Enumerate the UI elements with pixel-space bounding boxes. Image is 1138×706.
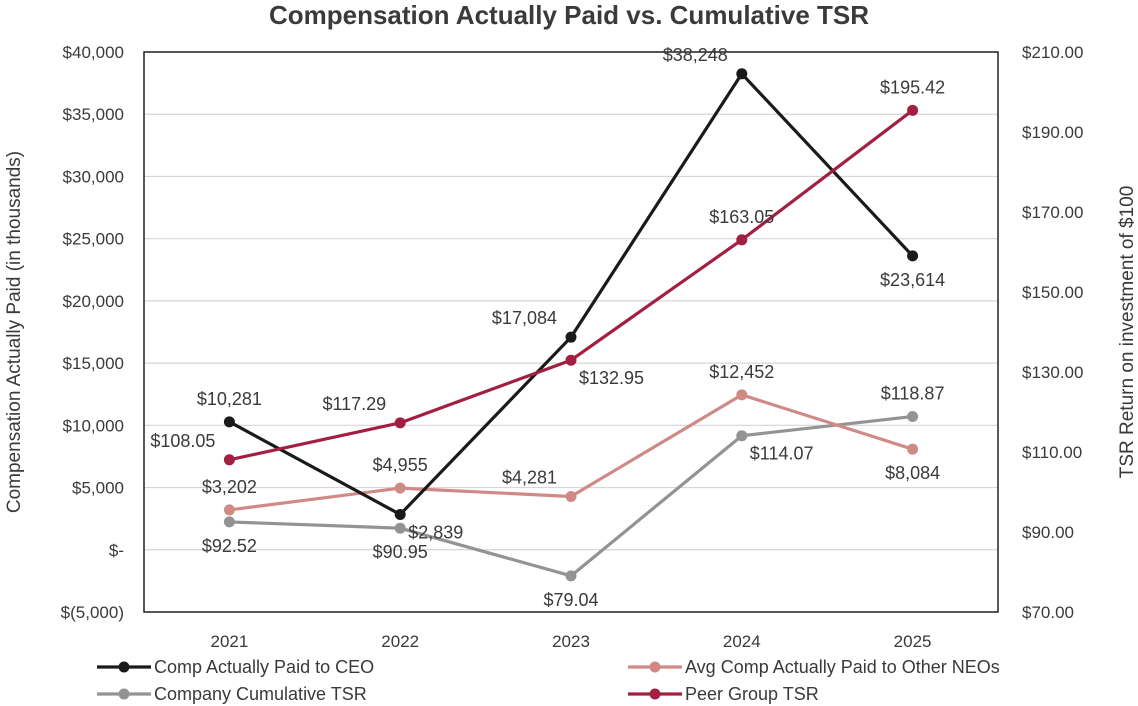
x-tick-label: 2021 bbox=[210, 632, 248, 651]
left-axis-ticks: $(5,000) $- $5,000 $10,000 $15,000 $20,000 $25… bbox=[61, 43, 124, 622]
data-label: $117.29 bbox=[322, 394, 386, 414]
legend-swatch-marker bbox=[118, 688, 130, 700]
data-point bbox=[394, 417, 406, 429]
data-point bbox=[223, 504, 235, 516]
plot-area-frame bbox=[143, 51, 999, 613]
data-point bbox=[736, 389, 748, 401]
y-tick-label: $30,000 bbox=[63, 167, 124, 186]
data-label: $12,452 bbox=[709, 362, 774, 382]
y-tick-label: $40,000 bbox=[63, 43, 124, 62]
data-label: $163.05 bbox=[709, 207, 774, 227]
y2-tick-label: $130.00 bbox=[1022, 363, 1083, 382]
y-tick-label: $35,000 bbox=[63, 105, 124, 124]
data-label: $79.04 bbox=[543, 590, 598, 610]
data-label: $4,281 bbox=[502, 468, 557, 488]
legend-swatch-marker bbox=[649, 688, 661, 700]
data-point bbox=[565, 354, 577, 366]
data-point bbox=[394, 482, 406, 494]
right-axis-ticks: $70.00 $90.00 $110.00 $130.00 $150.00 $170.00… bbox=[1022, 43, 1083, 622]
data-label: $4,955 bbox=[373, 455, 428, 475]
data-point bbox=[907, 411, 919, 423]
y-tick-label: $5,000 bbox=[72, 479, 124, 498]
data-label: $3,202 bbox=[202, 477, 257, 497]
data-label: $114.07 bbox=[750, 444, 814, 464]
data-point bbox=[223, 454, 235, 466]
series-layer bbox=[223, 68, 919, 582]
data-point bbox=[907, 104, 919, 116]
data-point bbox=[394, 508, 406, 520]
data-label: $90.95 bbox=[373, 542, 428, 562]
data-label: $17,084 bbox=[492, 308, 557, 328]
x-tick-label: 2024 bbox=[723, 632, 761, 651]
legend-label: Avg Comp Actually Paid to Other NEOs bbox=[685, 657, 1000, 677]
y2-axis-label: TSR Return on investment of $100 bbox=[1117, 186, 1138, 479]
legend-label: Company Cumulative TSR bbox=[154, 684, 367, 704]
legend-swatch-marker bbox=[118, 661, 130, 673]
y2-tick-label: $90.00 bbox=[1022, 523, 1074, 542]
legend: Comp Actually Paid to CEO Avg Comp Actual… bbox=[97, 657, 1000, 704]
data-point bbox=[736, 234, 748, 246]
data-label: $195.42 bbox=[880, 77, 945, 97]
data-label: $23,614 bbox=[880, 270, 945, 290]
y2-tick-label: $210.00 bbox=[1022, 43, 1083, 62]
data-point bbox=[907, 250, 919, 262]
data-point bbox=[736, 430, 748, 442]
data-label: $2,839 bbox=[408, 522, 463, 542]
data-point bbox=[223, 516, 235, 528]
y-tick-label: $25,000 bbox=[63, 230, 124, 249]
y2-tick-label: $190.00 bbox=[1022, 123, 1083, 142]
data-point bbox=[565, 570, 577, 582]
y-tick-label: $20,000 bbox=[63, 292, 124, 311]
data-label: $8,084 bbox=[885, 463, 940, 483]
y2-tick-label: $150.00 bbox=[1022, 283, 1083, 302]
data-label: $108.05 bbox=[150, 431, 215, 451]
data-label: $132.95 bbox=[579, 368, 644, 388]
y-tick-label: $(5,000) bbox=[61, 603, 124, 622]
y-tick-label: $- bbox=[109, 541, 124, 560]
data-labels: $92.52 $90.95 $79.04 $114.07 $118.87 $3,202 $4… bbox=[150, 45, 945, 610]
data-label: $10,281 bbox=[197, 389, 262, 409]
x-tick-label: 2025 bbox=[894, 632, 932, 651]
x-tick-label: 2023 bbox=[552, 632, 590, 651]
x-tick-label: 2022 bbox=[381, 632, 419, 651]
legend-label: Peer Group TSR bbox=[685, 684, 819, 704]
data-point bbox=[565, 491, 577, 503]
y-tick-label: $10,000 bbox=[63, 416, 124, 435]
y2-tick-label: $70.00 bbox=[1022, 603, 1074, 622]
data-label: $38,248 bbox=[663, 45, 728, 65]
data-label: $92.52 bbox=[202, 536, 257, 556]
data-point bbox=[907, 443, 919, 455]
data-point bbox=[565, 331, 577, 343]
legend-label: Comp Actually Paid to CEO bbox=[154, 657, 374, 677]
y2-tick-label: $170.00 bbox=[1022, 203, 1083, 222]
data-label: $118.87 bbox=[881, 384, 945, 404]
data-point bbox=[223, 416, 235, 428]
chart-title: Compensation Actually Paid vs. Cumulativ… bbox=[269, 0, 869, 30]
data-point bbox=[736, 68, 748, 80]
x-axis-ticks: 2021 2022 2023 2024 2025 bbox=[210, 632, 931, 651]
data-point bbox=[394, 522, 406, 534]
y-axis-label: Compensation Actually Paid (in thousands… bbox=[4, 151, 25, 513]
y-tick-label: $15,000 bbox=[63, 354, 124, 373]
y2-tick-label: $110.00 bbox=[1022, 443, 1082, 462]
legend-swatch-marker bbox=[649, 661, 661, 673]
